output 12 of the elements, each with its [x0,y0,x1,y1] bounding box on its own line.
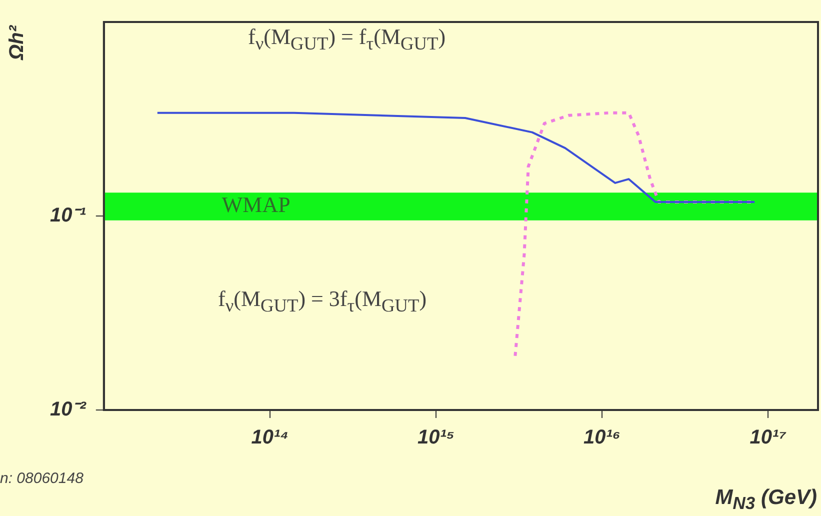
y-tick-label: 10⁻¹ [50,204,86,227]
x-tick-label: 10¹⁵ [417,426,454,449]
band-label: WMAP [222,192,290,218]
x-tick-label: 10¹⁶ [583,426,620,449]
text: n: 08060148 [0,470,84,487]
text: f$_{ν}$(M$_{GUT}$) = 3f$_{τ}$(M$_{GUT}$) [218,286,427,316]
text: f$_{ν}$(M$_{GUT}$) = f$_{τ}$(M$_{GUT}$) [248,24,446,54]
y-axis-title: Ωh² [6,26,29,60]
y-tick-label: 10⁻² [50,398,88,421]
x-tick-label: 10¹⁷ [750,426,787,449]
x-axis-title: M$_{N3}$ (GeV) [715,486,817,514]
x-tick-label: 10¹⁴ [251,426,289,449]
